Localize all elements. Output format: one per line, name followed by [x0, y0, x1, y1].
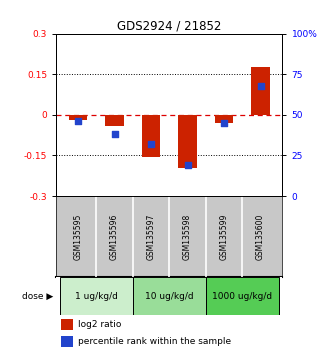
Point [221, 120, 227, 126]
Text: GSM135599: GSM135599 [220, 213, 229, 260]
Text: percentile rank within the sample: percentile rank within the sample [78, 337, 231, 346]
Point [75, 119, 81, 124]
Bar [206, 277, 279, 315]
Text: GSM135600: GSM135600 [256, 213, 265, 260]
Bar [61, 336, 73, 347]
Bar [106, 115, 124, 126]
Text: 1000 ug/kg/d: 1000 ug/kg/d [212, 292, 273, 301]
Bar [133, 277, 206, 315]
Title: GDS2924 / 21852: GDS2924 / 21852 [117, 19, 221, 33]
Bar [60, 277, 133, 315]
Point [258, 83, 263, 88]
Text: GSM135597: GSM135597 [147, 213, 156, 260]
Point [185, 162, 190, 168]
Text: GSM135595: GSM135595 [74, 213, 82, 260]
Bar [61, 319, 73, 330]
Bar [178, 115, 197, 168]
Text: 1 ug/kg/d: 1 ug/kg/d [75, 292, 118, 301]
Bar [215, 115, 233, 123]
Bar [251, 68, 270, 115]
Point [149, 141, 154, 147]
Text: log2 ratio: log2 ratio [78, 320, 121, 329]
Text: 10 ug/kg/d: 10 ug/kg/d [145, 292, 194, 301]
Bar [69, 115, 87, 120]
Text: dose ▶: dose ▶ [22, 292, 53, 301]
Bar [142, 115, 160, 157]
Text: GSM135598: GSM135598 [183, 213, 192, 260]
Point [112, 132, 117, 137]
Text: GSM135596: GSM135596 [110, 213, 119, 260]
